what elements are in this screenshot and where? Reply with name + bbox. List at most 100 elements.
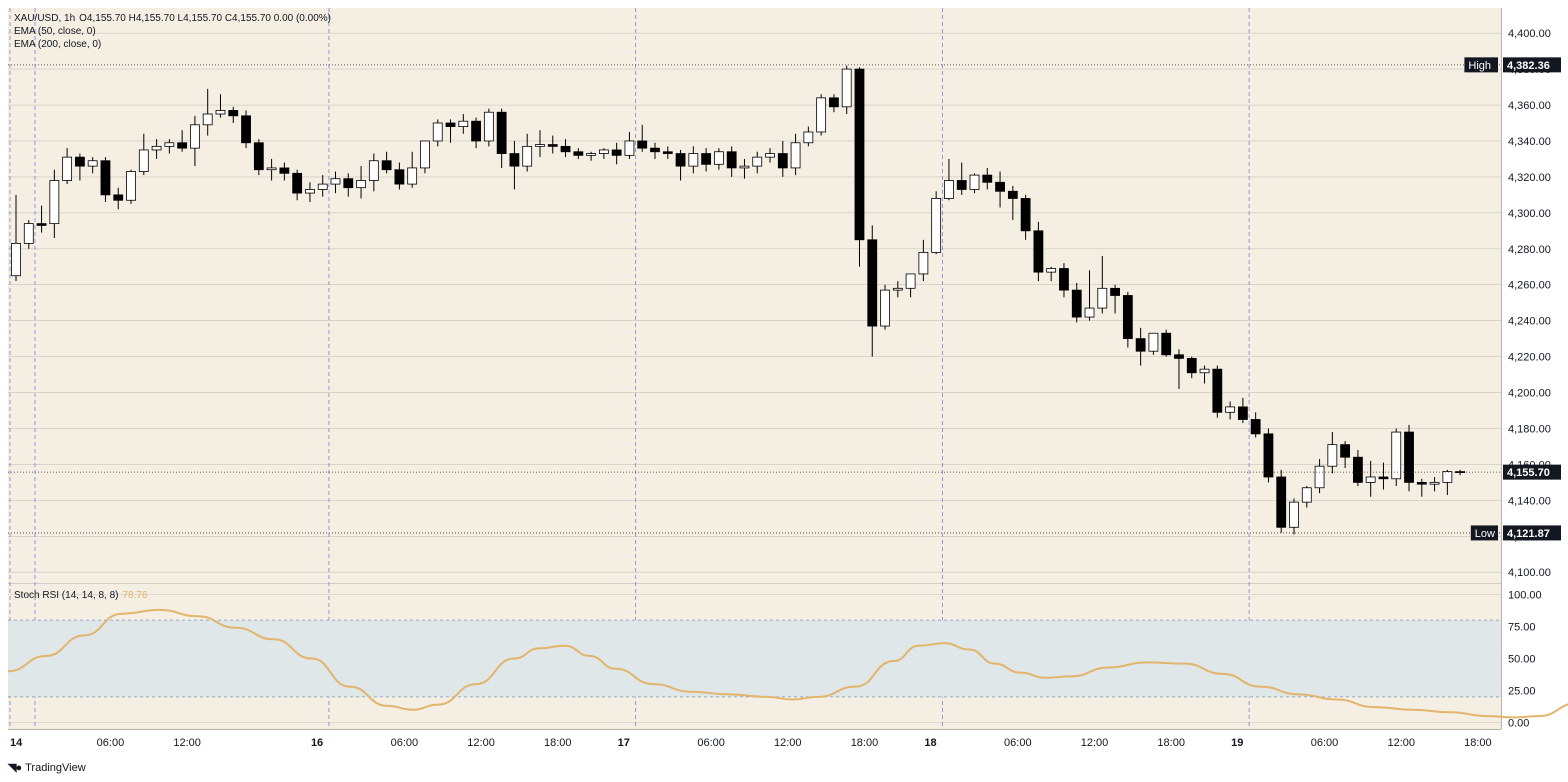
price-tick-label: 4,400.00: [1508, 28, 1551, 40]
candle-bear: [100, 160, 111, 196]
candle-bull: [62, 156, 73, 181]
candles: [11, 65, 1466, 535]
candle-bull: [931, 198, 942, 253]
time-tick-label: 12:00: [173, 737, 201, 749]
price-tick-label: 4,100.00: [1508, 567, 1551, 579]
candle-bull: [522, 145, 533, 167]
candle-bull: [1314, 465, 1325, 489]
candle-bull: [739, 165, 750, 169]
low-marker-value-bg: [1503, 525, 1561, 541]
candle-bear: [829, 97, 839, 108]
candle-bear: [867, 239, 878, 327]
time-tick-label: 17: [618, 737, 630, 749]
candle-bear: [509, 153, 520, 167]
candle-bear: [701, 153, 712, 165]
candle-bull: [1365, 476, 1376, 483]
price-tick-label: 4,360.00: [1508, 100, 1551, 112]
candle-bear: [113, 194, 124, 201]
candle-bull: [1097, 287, 1108, 309]
candle-bear: [777, 153, 788, 169]
candle-bear: [228, 110, 239, 117]
candle-bull: [266, 167, 277, 171]
candle-bear: [956, 180, 967, 190]
time-tick-label: 12:00: [1387, 737, 1415, 749]
candle-bear: [1340, 444, 1351, 458]
candle-bear: [1059, 268, 1069, 291]
candle-bear: [292, 172, 303, 194]
tradingview-brand[interactable]: ◥● TradingView: [8, 761, 86, 775]
candle-bear: [1174, 354, 1184, 359]
ema200-legend[interactable]: EMA (200, close, 0): [14, 39, 102, 50]
candle-bull: [126, 171, 136, 201]
candle-bull: [969, 174, 980, 190]
candle-bull: [202, 113, 213, 126]
stoch-rsi-line: [7, 608, 1568, 719]
candle-bear: [381, 160, 392, 171]
time-tick-label: 18:00: [851, 737, 879, 749]
time-tick-label: 06:00: [391, 737, 419, 749]
price-tick-label: 4,180.00: [1508, 423, 1551, 435]
candle-bull: [1442, 471, 1453, 483]
candle-bear: [241, 115, 251, 144]
stoch-legend[interactable]: Stoch RSI (14, 14, 8, 8) 78.76: [14, 590, 148, 601]
candle-bull: [880, 289, 890, 327]
time-tick-label: 18: [924, 737, 936, 749]
candle-bear: [1212, 368, 1223, 413]
tradingview-logo-icon: ◥●: [8, 762, 22, 774]
high-marker-label: High: [1468, 60, 1491, 72]
candle-bear: [1020, 198, 1031, 232]
candle-bull: [790, 142, 801, 169]
time-tick-label: 19: [1231, 737, 1243, 749]
time-tick-label: 16: [311, 737, 323, 749]
candle-bear: [1186, 357, 1197, 374]
candle-bear: [982, 174, 993, 183]
stoch-band: [8, 620, 1501, 697]
candle-bull: [688, 153, 699, 167]
candle-bear: [1122, 295, 1133, 340]
stoch-tick-label: 25.00: [1508, 686, 1536, 698]
stoch-value: 78.76: [122, 590, 148, 601]
candle-bull: [87, 160, 98, 167]
candle-bear: [1007, 190, 1018, 199]
candle-bear: [1263, 433, 1274, 478]
time-tick-label: 06:00: [97, 737, 125, 749]
candle-bull: [918, 251, 929, 275]
candle-bear: [394, 169, 405, 185]
candle-bull: [944, 180, 954, 199]
stoch-tick-label: 100.00: [1508, 590, 1542, 602]
candle-bear: [496, 111, 507, 154]
ema50-legend[interactable]: EMA (50, close, 0): [14, 26, 96, 37]
candle-bear: [1276, 476, 1287, 528]
stoch-rsi-pane: [7, 608, 1568, 719]
candle-bull: [598, 149, 609, 154]
time-tick-label: 06:00: [1311, 737, 1339, 749]
low-marker-value: 4,121.87: [1507, 528, 1550, 540]
candle-bull: [420, 140, 430, 169]
high-marker-label-bg: [1464, 57, 1498, 73]
time-tick-label: 18:00: [1464, 737, 1492, 749]
candle-bull: [317, 183, 328, 190]
candle-bull: [752, 156, 763, 167]
candle-bull: [215, 110, 226, 115]
high-marker-value-bg: [1503, 57, 1561, 73]
candle-bear: [1378, 476, 1389, 480]
candle-bull: [23, 223, 34, 244]
low-marker-label: Low: [1475, 528, 1495, 540]
candle-bear: [1161, 332, 1172, 356]
price-tick-label: 4,200.00: [1508, 388, 1551, 400]
candle-bear: [471, 120, 481, 142]
candle-bear: [1135, 338, 1146, 352]
candle-bear: [1404, 431, 1414, 483]
time-tick-label: 06:00: [1004, 737, 1032, 749]
candle-bull: [841, 68, 852, 108]
candle-bull: [624, 140, 635, 156]
candle-bull: [1429, 481, 1440, 485]
candle-bear: [611, 149, 622, 156]
candle-bear: [1237, 406, 1248, 420]
price-tick-label: 4,300.00: [1508, 208, 1551, 220]
chart-legend: XAU/USD, 1h O4,155.70 H4,155.70 L4,155.70…: [14, 12, 335, 51]
candle-bear: [547, 144, 558, 147]
candle-bull: [458, 120, 469, 127]
ohlc-readout: O4,155.70 H4,155.70 L4,155.70 C4,155.70 …: [79, 13, 331, 24]
